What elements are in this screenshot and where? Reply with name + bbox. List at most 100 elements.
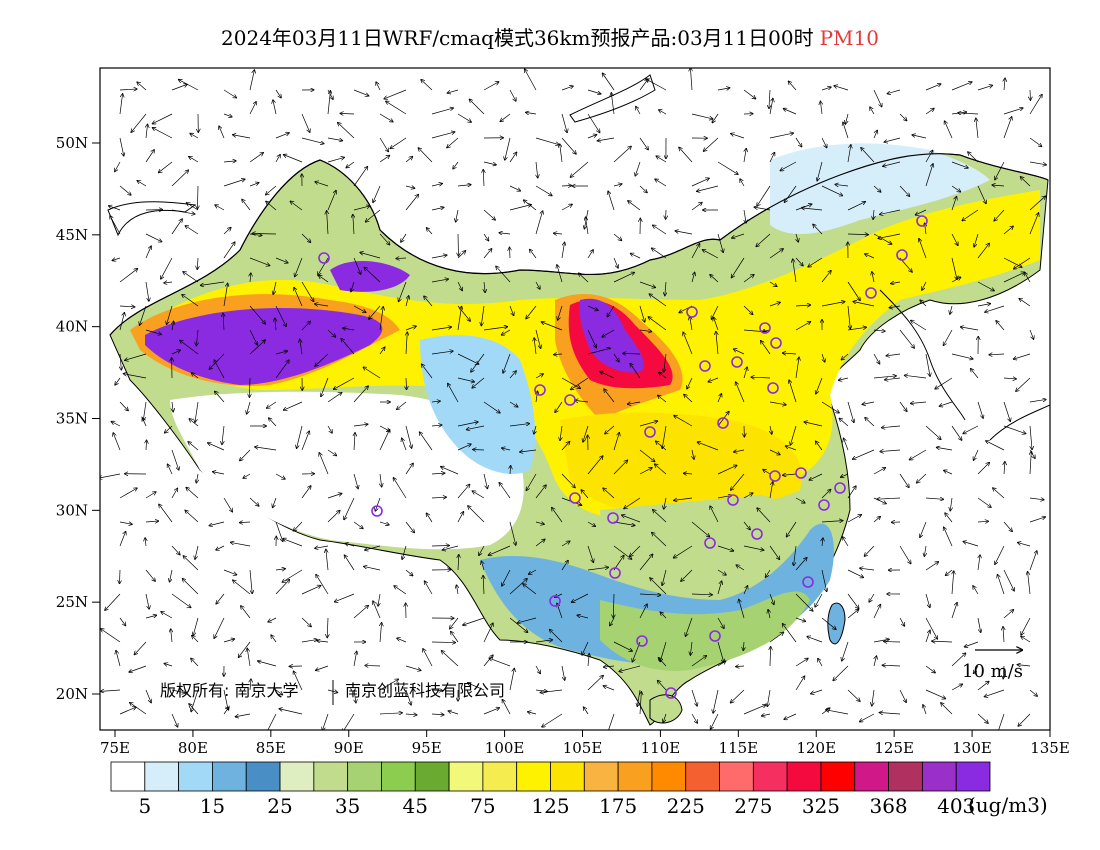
wind-vector (877, 498, 901, 499)
wind-vector (674, 497, 693, 500)
wind-vector (301, 113, 310, 132)
wind-vector (839, 378, 849, 380)
wind-vector (784, 713, 797, 719)
lat-tick-label: 35N (56, 410, 88, 428)
wind-vector (223, 114, 232, 117)
wind-vector (397, 401, 407, 409)
wind-vector (119, 89, 137, 90)
wind-vector (769, 593, 774, 604)
wind-vector (294, 288, 303, 307)
station-marker (607, 512, 619, 524)
wind-vector (216, 545, 225, 550)
wind-vector (526, 112, 537, 114)
wind-vector (468, 683, 485, 691)
wind-vector (977, 463, 989, 475)
wind-vector (973, 449, 979, 460)
wind-vector (249, 153, 263, 163)
wind-vector (112, 258, 121, 260)
wind-vector (535, 690, 547, 691)
wind-vector (587, 567, 608, 571)
wind-vector (171, 170, 188, 187)
wind-vector (273, 497, 277, 508)
wind-vector (171, 350, 180, 355)
wind-vector (684, 395, 693, 403)
wind-vector (242, 199, 251, 211)
wind-vector (1019, 299, 1031, 307)
wind-vector (925, 617, 937, 639)
wind-vector (182, 579, 199, 595)
wind-vector (249, 340, 265, 355)
wind-vector (572, 593, 589, 602)
colorbar-swatch (617, 761, 653, 792)
wind-vector (821, 87, 831, 91)
lon-tick-label: 75E (100, 739, 130, 757)
wind-vector (171, 689, 185, 693)
wind-vector (1003, 108, 1023, 115)
wind-vector (422, 364, 433, 379)
wind-vector (301, 586, 321, 595)
wind-vector (769, 401, 786, 405)
qinghai-blue (420, 335, 536, 474)
wind-vector (588, 654, 589, 667)
station-marker (727, 494, 739, 506)
wind-vector (168, 464, 173, 475)
wind-vector (295, 257, 303, 277)
wind-vector (714, 317, 719, 331)
wind-vector (847, 515, 861, 523)
wind-vector (353, 89, 369, 96)
wind-vector (171, 593, 191, 608)
wind-vector (517, 617, 537, 623)
wind-vector (769, 281, 777, 286)
lon-tick-label: 100E (485, 739, 525, 757)
wind-vector (137, 82, 147, 91)
wind-vector (284, 401, 303, 410)
wind-vector (873, 605, 880, 619)
wind-vector (731, 689, 745, 703)
wind-vector (1021, 617, 1031, 635)
wind-vector (120, 353, 121, 370)
wind-vector (997, 575, 1005, 595)
wind-vector (757, 508, 771, 523)
wind-vector (1021, 636, 1031, 643)
wind-vector (327, 511, 340, 523)
wind-vector (842, 537, 849, 547)
wind-vector (520, 450, 537, 452)
wind-vector (164, 663, 173, 666)
wind-vector (353, 424, 368, 426)
wind-vector (915, 209, 927, 215)
wind-vector (185, 510, 199, 523)
wind-vector (873, 130, 877, 139)
wind-vector (119, 617, 126, 626)
wind-vector (1030, 452, 1031, 475)
wind-vector (939, 401, 953, 406)
wind-vector (233, 135, 251, 139)
map-title: 2024年03月11日WRF/cmaq模式36km预报产品:03月11日00时 P… (0, 22, 1100, 51)
wind-vector (782, 624, 797, 643)
wind-vector (786, 521, 797, 537)
station-marker (609, 567, 621, 579)
wind-vector (526, 305, 537, 319)
wind-vector (322, 713, 329, 730)
wind-vector (839, 418, 849, 427)
lat-tick-label: 40N (56, 318, 88, 336)
wind-vector (457, 251, 465, 259)
wind-vector (795, 658, 808, 667)
wind-vector (338, 123, 355, 139)
wind-vector (466, 425, 485, 430)
wind-vector (483, 209, 495, 220)
wind-vector (472, 491, 485, 499)
wind-vector (431, 401, 440, 402)
wind-vector (249, 569, 252, 593)
wind-vector (483, 170, 484, 187)
colorbar-swatch (212, 761, 247, 792)
wind-vector (977, 681, 989, 691)
wind-vector (213, 472, 225, 474)
wind-vector (369, 305, 381, 319)
wind-vector (451, 632, 459, 643)
wind-vector (275, 133, 289, 139)
wind-vector (426, 513, 433, 523)
wind-vector (535, 137, 559, 145)
wind-vector (743, 89, 756, 99)
wind-vector (796, 233, 798, 242)
